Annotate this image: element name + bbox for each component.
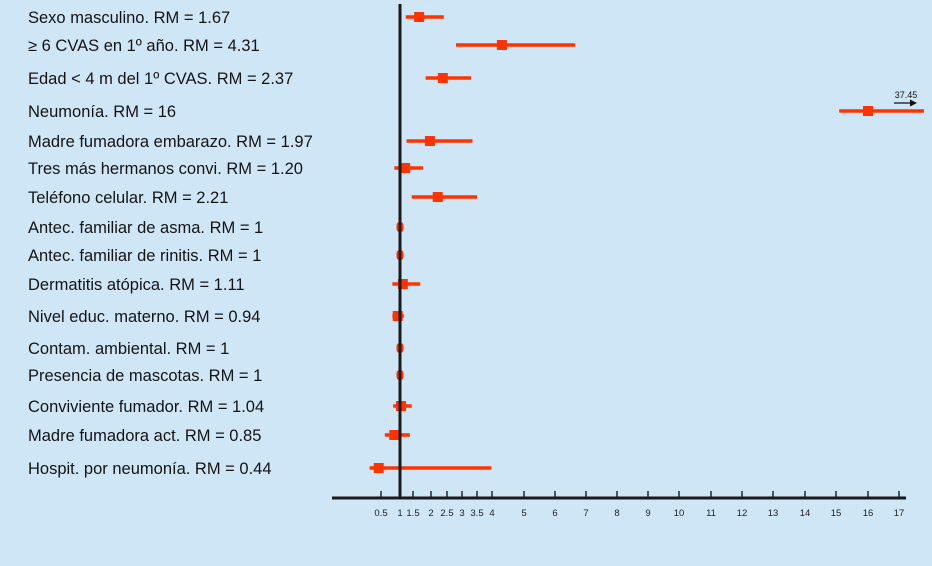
estimate-marker xyxy=(432,192,443,202)
x-tick-label: 3 xyxy=(459,508,464,519)
x-tick-label: 7 xyxy=(583,508,588,519)
estimate-marker xyxy=(496,40,507,50)
x-tick-label: 11 xyxy=(706,508,716,519)
row-labels: Sexo masculino. RM = 1.67 ≥ 6 CVAS en 1º… xyxy=(0,0,400,566)
estimate-markers xyxy=(373,12,873,473)
x-tick-label: 6 xyxy=(552,508,557,519)
x-tick-label: 2 xyxy=(428,508,433,519)
x-tick-label: 8 xyxy=(614,508,619,519)
x-tick-label: 13 xyxy=(768,508,779,519)
x-tick-label: 0.5 xyxy=(374,508,387,519)
x-tick-label: 3.5 xyxy=(470,508,483,519)
row-label: Sexo masculino. RM = 1.67 xyxy=(28,9,231,27)
x-tick-label: 9 xyxy=(645,508,650,519)
x-tick-label: 15 xyxy=(831,508,842,519)
estimate-marker xyxy=(863,106,873,116)
tick-marks xyxy=(380,491,900,498)
estimate-marker xyxy=(389,430,400,440)
x-tick-label: 10 xyxy=(674,508,685,519)
axes xyxy=(332,4,906,500)
row-label: Dermatitis atópica. RM = 1.11 xyxy=(28,276,245,294)
x-tick-label: 2.5 xyxy=(440,508,453,519)
x-tick-label: 5 xyxy=(521,508,526,519)
x-tick-label: 14 xyxy=(800,508,811,519)
row-label: Teléfono celular. RM = 2.21 xyxy=(28,189,229,207)
x-tick-label: 17 xyxy=(894,508,905,519)
row-label: Madre fumadora act. RM = 0.85 xyxy=(28,427,262,445)
estimate-marker xyxy=(414,12,425,22)
tick-labels: 0.5 1 1.5 2 2.5 3 3.5 4 5 6 7 8 9 10 11 12 13 14 15 16 17 xyxy=(374,508,904,519)
row-label: Nivel educ. materno. RM = 0.94 xyxy=(28,308,261,326)
estimate-marker xyxy=(392,311,403,321)
ci-lines xyxy=(369,15,924,470)
x-tick-label: 1.5 xyxy=(406,508,419,519)
row-label: ≥ 6 CVAS en 1º año. RM = 4.31 xyxy=(28,37,260,55)
row-label: Edad < 4 m del 1º CVAS. RM = 2.37 xyxy=(28,70,294,88)
row-label: Tres más hermanos convi. RM = 1.20 xyxy=(28,160,303,178)
estimate-marker xyxy=(437,73,448,83)
row-label: Conviviente fumador. RM = 1.04 xyxy=(28,398,265,416)
estimate-marker xyxy=(397,279,408,289)
row-label: Contam. ambiental. RM = 1 xyxy=(28,340,230,358)
x-tick-label: 1 xyxy=(397,508,402,519)
row-label: Antec. familiar de asma. RM = 1 xyxy=(28,219,264,237)
truncation-arrow-head xyxy=(910,99,917,107)
estimate-marker xyxy=(424,136,435,146)
row-label: Neumonía. RM = 16 xyxy=(28,103,177,121)
x-tick-label: 12 xyxy=(737,508,748,519)
x-tick-label: 16 xyxy=(863,508,874,519)
truncation-annotation: 37.45 xyxy=(894,90,917,107)
row-label: Presencia de mascotas. RM = 1 xyxy=(28,367,263,385)
row-label: Antec. familiar de rinitis. RM = 1 xyxy=(28,247,262,265)
row-label: Hospit. por neumonía. RM = 0.44 xyxy=(28,460,272,478)
x-tick-label: 4 xyxy=(489,508,494,519)
estimate-marker xyxy=(373,463,384,473)
row-label: Madre fumadora embarazo. RM = 1.97 xyxy=(28,133,313,151)
estimate-marker xyxy=(400,163,411,173)
truncation-value: 37.45 xyxy=(895,90,918,100)
